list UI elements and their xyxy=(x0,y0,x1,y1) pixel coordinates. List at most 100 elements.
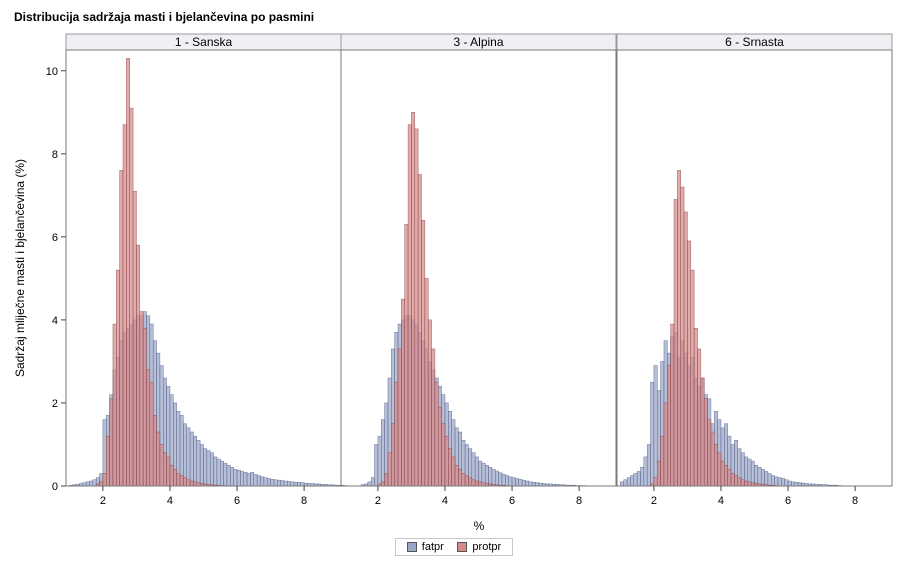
histogram-bar-fatpr xyxy=(374,444,379,487)
histogram-bar-protpr xyxy=(146,369,151,487)
legend-item-fatpr: fatpr xyxy=(406,541,444,553)
histogram-bar-fatpr xyxy=(508,476,513,487)
histogram-bar-protpr xyxy=(387,452,392,487)
histogram-bar-fatpr xyxy=(650,381,655,487)
histogram-bar-protpr xyxy=(697,348,702,487)
histogram-bar-fatpr xyxy=(273,479,278,487)
histogram-bar-fatpr xyxy=(236,469,241,487)
histogram-bar-fatpr xyxy=(781,478,785,487)
histogram-bar-fatpr xyxy=(767,473,772,487)
histogram-bar-protpr xyxy=(186,479,191,487)
histogram-bar-fatpr xyxy=(531,482,536,487)
histogram-bar-protpr xyxy=(424,278,429,487)
histogram-bar-fatpr xyxy=(505,475,509,487)
histogram-bar-fatpr xyxy=(626,477,631,487)
histogram-bar-fatpr xyxy=(491,469,496,487)
x-tick-label: 2 xyxy=(375,495,381,507)
histogram-bar-protpr xyxy=(427,319,432,487)
histogram-bar-protpr xyxy=(474,480,479,487)
histogram-bar-protpr xyxy=(183,477,187,487)
histogram-bar-fatpr xyxy=(757,467,762,487)
histogram-bar-fatpr xyxy=(293,482,298,487)
histogram-bar-protpr xyxy=(471,479,476,487)
x-tick-label: 4 xyxy=(167,495,173,507)
legend-item-protpr: protpr xyxy=(457,541,501,553)
histogram-bar-protpr xyxy=(747,481,752,487)
histogram-bar-fatpr xyxy=(794,482,799,487)
histogram-bar-protpr xyxy=(700,377,705,487)
histogram-bar-protpr xyxy=(663,402,668,487)
panel-label: 1 - Sanska xyxy=(175,35,233,49)
histogram-bar-fatpr xyxy=(270,479,275,487)
histogram-bar-protpr xyxy=(683,211,688,487)
series-protpr xyxy=(650,170,779,487)
histogram-bar-protpr xyxy=(451,456,456,487)
histogram-bar-fatpr xyxy=(266,478,271,487)
histogram-bar-protpr xyxy=(193,481,198,487)
histogram-bar-protpr xyxy=(444,435,449,487)
y-tick-label: 8 xyxy=(52,149,58,161)
x-axis-label: % xyxy=(474,519,485,533)
histogram-bar-fatpr xyxy=(787,480,792,487)
panel-label: 3 - Alpina xyxy=(453,35,503,49)
y-tick-label: 4 xyxy=(52,315,58,327)
y-axis-label: Sadržaj mliječne masti i bjelančevina (%… xyxy=(13,159,27,377)
histogram-bar-protpr xyxy=(438,406,442,487)
x-tick-label: 8 xyxy=(852,495,858,507)
histogram-bar-fatpr xyxy=(754,464,759,487)
histogram-bar-protpr xyxy=(122,124,127,487)
histogram-bar-protpr xyxy=(142,327,147,487)
panel-frame xyxy=(340,49,617,487)
histogram-bar-protpr xyxy=(414,128,419,487)
series-protpr xyxy=(377,112,509,487)
x-tick-label: 8 xyxy=(576,495,582,507)
histogram-bar-protpr xyxy=(714,444,718,487)
histogram-bar-protpr xyxy=(397,348,402,487)
histogram-bar-protpr xyxy=(441,423,446,487)
histogram-bar-fatpr xyxy=(528,481,533,487)
histogram-bar-fatpr xyxy=(380,419,385,487)
histogram-bar-protpr xyxy=(693,327,698,487)
histogram-bar-protpr xyxy=(176,473,181,487)
histogram-bar-fatpr xyxy=(250,472,255,487)
histogram-bar-protpr xyxy=(119,170,124,487)
histogram-bar-fatpr xyxy=(213,456,218,487)
histogram-bar-fatpr xyxy=(203,448,208,487)
histogram-bar-fatpr xyxy=(518,479,523,487)
histogram-bar-protpr xyxy=(109,398,114,487)
histogram-bar-fatpr xyxy=(501,474,506,487)
y-tick-label: 6 xyxy=(52,232,58,244)
histogram-bar-protpr xyxy=(656,460,661,487)
histogram-bar-protpr xyxy=(727,469,732,487)
histogram-bar-fatpr xyxy=(515,478,519,487)
histogram-bar-protpr xyxy=(461,473,466,487)
x-tick-label: 6 xyxy=(785,495,791,507)
histogram-bar-protpr xyxy=(660,435,665,487)
histogram-bar-fatpr xyxy=(243,472,248,487)
histogram-bar-fatpr xyxy=(209,452,214,487)
x-tick-label: 6 xyxy=(509,495,515,507)
histogram-bar-protpr xyxy=(707,419,712,487)
histogram-bar-fatpr xyxy=(283,480,288,487)
histogram-bar-protpr xyxy=(166,456,171,487)
histogram-bar-fatpr xyxy=(750,460,755,487)
histogram-bar-fatpr xyxy=(620,481,624,487)
histogram-bar-protpr xyxy=(717,452,722,487)
histogram-bar-protpr xyxy=(129,107,134,487)
histogram-bar-fatpr xyxy=(92,479,97,487)
histogram-bar-fatpr xyxy=(183,423,187,487)
x-tick-label: 4 xyxy=(718,495,724,507)
histogram-bar-fatpr xyxy=(760,469,765,487)
legend: fatpr protpr xyxy=(395,538,513,556)
legend-swatch-fatpr xyxy=(406,542,417,552)
histogram-bar-fatpr xyxy=(256,475,261,487)
histogram-bar-fatpr xyxy=(367,481,372,487)
legend-swatch-protpr xyxy=(457,542,468,552)
histogram-bar-protpr xyxy=(173,469,177,487)
x-tick-label: 2 xyxy=(651,495,657,507)
histogram-bar-protpr xyxy=(163,452,167,487)
histogram-bar-fatpr xyxy=(488,467,493,487)
histogram-bar-fatpr xyxy=(777,477,782,487)
histogram-bar-protpr xyxy=(434,381,439,487)
x-tick-label: 2 xyxy=(100,495,106,507)
